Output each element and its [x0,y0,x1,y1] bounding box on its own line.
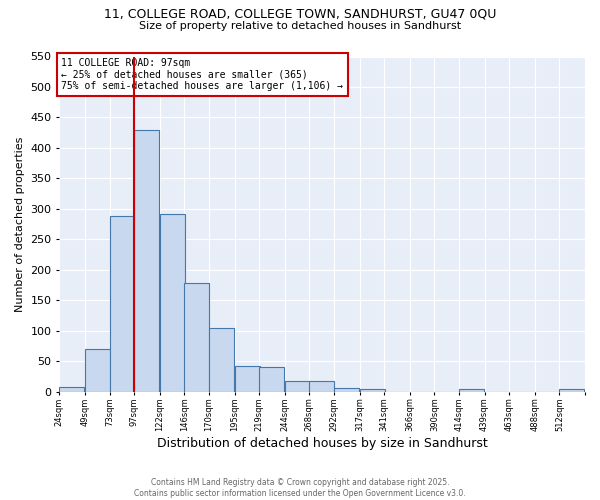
Bar [285,381,310,392]
Bar [334,388,359,392]
Bar [85,349,110,392]
Bar [110,216,134,392]
X-axis label: Distribution of detached houses by size in Sandhurst: Distribution of detached houses by size … [157,437,488,450]
Text: Contains HM Land Registry data © Crown copyright and database right 2025.
Contai: Contains HM Land Registry data © Crown c… [134,478,466,498]
Bar [235,366,260,392]
Bar [310,381,334,392]
Bar [134,130,159,392]
Bar [160,214,185,392]
Bar [559,390,584,392]
Y-axis label: Number of detached properties: Number of detached properties [15,136,25,312]
Bar [184,284,209,392]
Bar [209,328,234,392]
Text: 11, COLLEGE ROAD, COLLEGE TOWN, SANDHURST, GU47 0QU: 11, COLLEGE ROAD, COLLEGE TOWN, SANDHURS… [104,8,496,20]
Bar [259,368,284,392]
Bar [59,387,85,392]
Bar [459,390,484,392]
Bar [359,389,385,392]
Text: Size of property relative to detached houses in Sandhurst: Size of property relative to detached ho… [139,21,461,31]
Text: 11 COLLEGE ROAD: 97sqm
← 25% of detached houses are smaller (365)
75% of semi-de: 11 COLLEGE ROAD: 97sqm ← 25% of detached… [61,58,343,91]
